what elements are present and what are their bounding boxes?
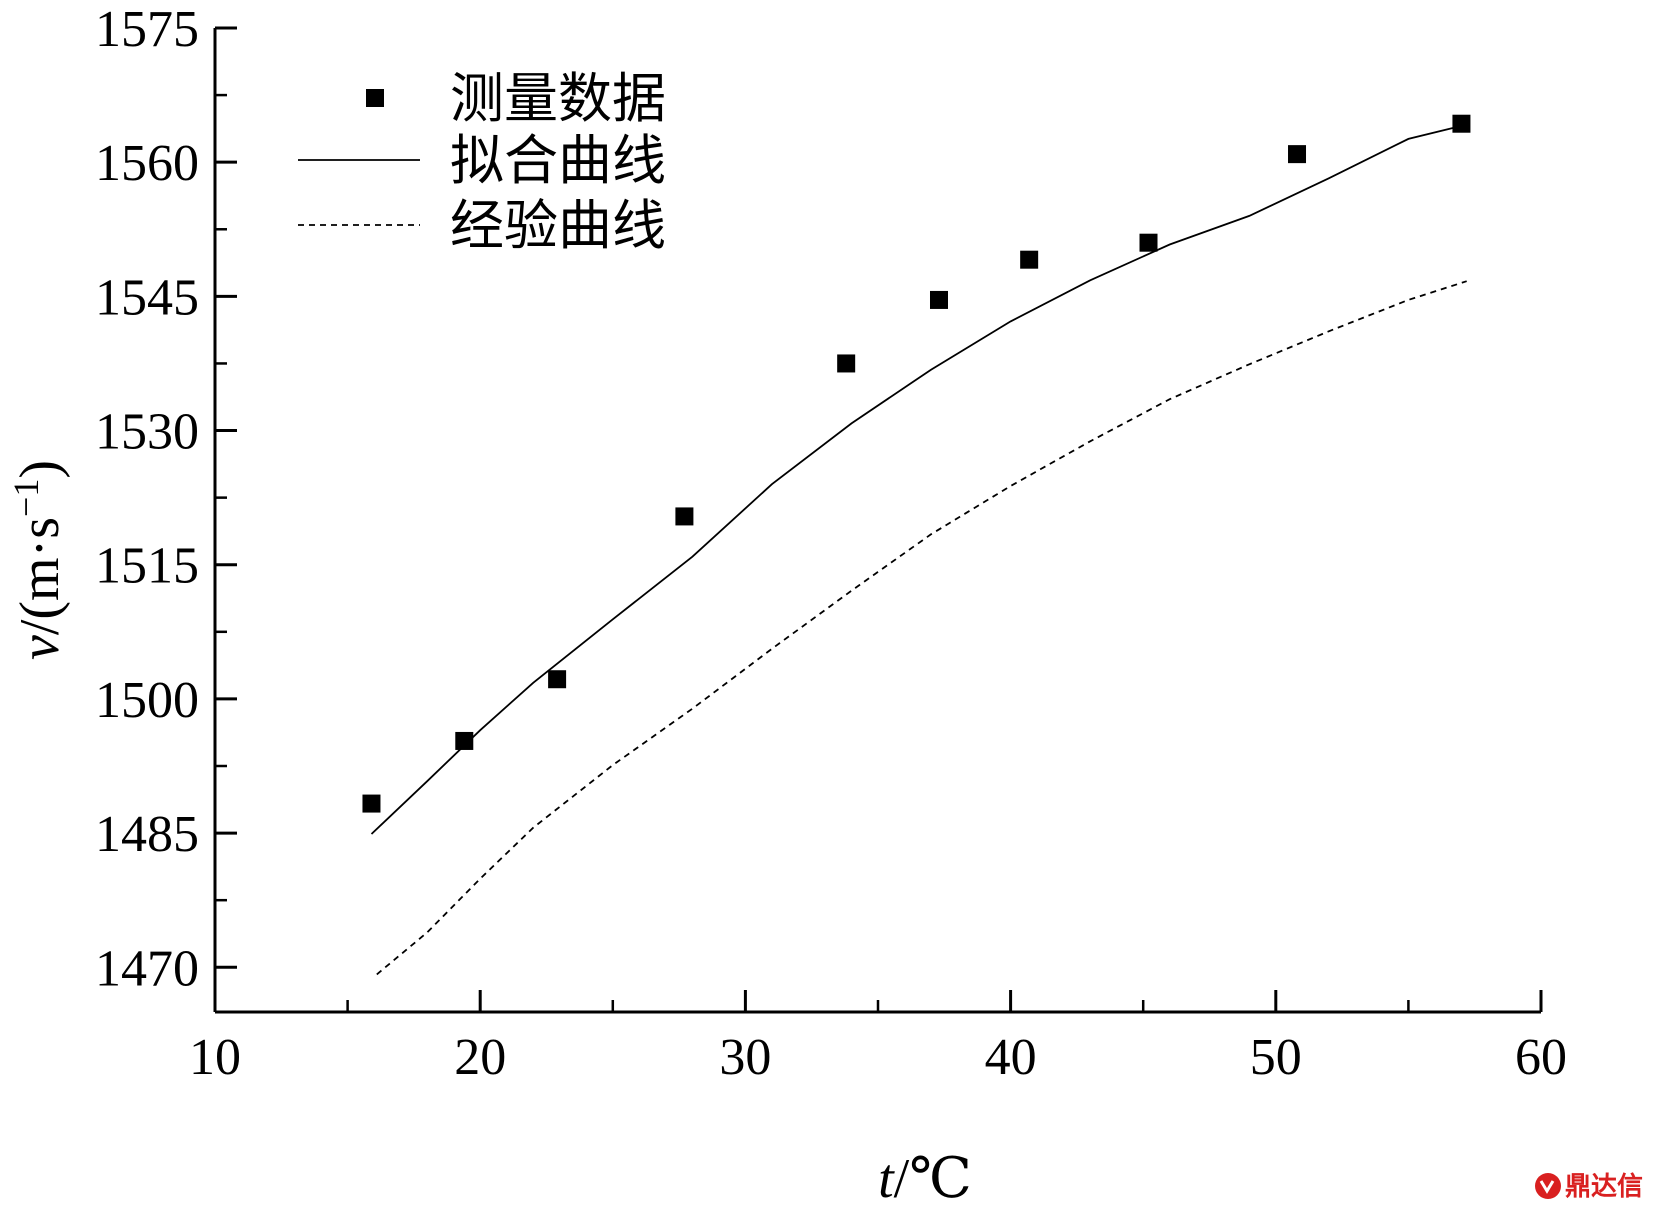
watermark: 鼎达信 bbox=[1535, 1172, 1643, 1202]
y-tick-label: 1485 bbox=[95, 806, 199, 863]
y-tick-label: 1515 bbox=[95, 538, 199, 595]
y-tick-label: 1560 bbox=[95, 135, 199, 192]
y-axis-title: v/(m·s−1) bbox=[6, 460, 71, 660]
empirical-curve-line bbox=[376, 280, 1467, 976]
x-tick-label: 10 bbox=[189, 1029, 241, 1086]
data-point-marker bbox=[548, 670, 567, 689]
y-tick-label: 1575 bbox=[95, 1, 199, 58]
data-point-marker bbox=[675, 507, 694, 526]
legend-entry-2: 拟合曲线 bbox=[298, 129, 666, 192]
y-axis-unit-close: ) bbox=[9, 460, 71, 479]
plot-axes bbox=[213, 28, 1541, 1014]
x-tick-label: 50 bbox=[1250, 1029, 1302, 1086]
y-tick-label: 1530 bbox=[95, 404, 199, 461]
data-point-marker bbox=[362, 794, 381, 813]
watermark-text: 鼎达信 bbox=[1565, 1172, 1643, 1202]
x-axis-title: t/℃ bbox=[878, 1148, 972, 1205]
data-point-marker bbox=[1452, 114, 1471, 133]
x-tick-label: 40 bbox=[985, 1029, 1037, 1086]
legend-label: 测量数据 bbox=[450, 67, 666, 130]
y-axis-unit: /(m·s bbox=[9, 517, 71, 635]
data-point-marker bbox=[455, 731, 474, 750]
watermark-logo-mark bbox=[1539, 1180, 1555, 1194]
series-2 bbox=[370, 123, 1467, 835]
legend-square-marker-icon bbox=[366, 89, 384, 107]
data-point-marker bbox=[1288, 145, 1307, 164]
series-1 bbox=[362, 114, 1471, 813]
x-tick-label: 30 bbox=[719, 1029, 771, 1086]
watermark-logo-icon bbox=[1535, 1173, 1561, 1199]
legend-entry-1: 测量数据 bbox=[366, 67, 666, 130]
y-axis-unit-exponent: −1 bbox=[6, 479, 46, 517]
x-axis-unit: /℃ bbox=[894, 1148, 972, 1205]
axis-tick-labels: 10 20 30 40 50 60 1470 1485 1500 1515 1530 1545 1560… bbox=[95, 1, 1567, 1086]
y-tick-label: 1500 bbox=[95, 672, 199, 729]
legend-entry-3: 经验曲线 bbox=[298, 194, 666, 257]
legend-label: 经验曲线 bbox=[450, 194, 666, 257]
y-tick-label: 1545 bbox=[95, 269, 199, 326]
legend-label: 拟合曲线 bbox=[450, 129, 666, 192]
y-tick-label: 1470 bbox=[95, 940, 199, 997]
x-tick-label: 20 bbox=[454, 1029, 506, 1086]
series-3 bbox=[376, 280, 1467, 976]
data-point-marker bbox=[1139, 233, 1158, 252]
data-point-marker bbox=[929, 290, 948, 309]
x-axis-variable: t bbox=[878, 1148, 895, 1205]
y-axis-variable: v bbox=[9, 635, 71, 660]
data-point-marker bbox=[837, 354, 856, 373]
fitted-curve-line bbox=[370, 123, 1467, 835]
data-series bbox=[362, 114, 1471, 976]
x-tick-label: 60 bbox=[1515, 1029, 1567, 1086]
data-point-marker bbox=[1020, 250, 1039, 269]
axis-ticks bbox=[213, 26, 1543, 1012]
